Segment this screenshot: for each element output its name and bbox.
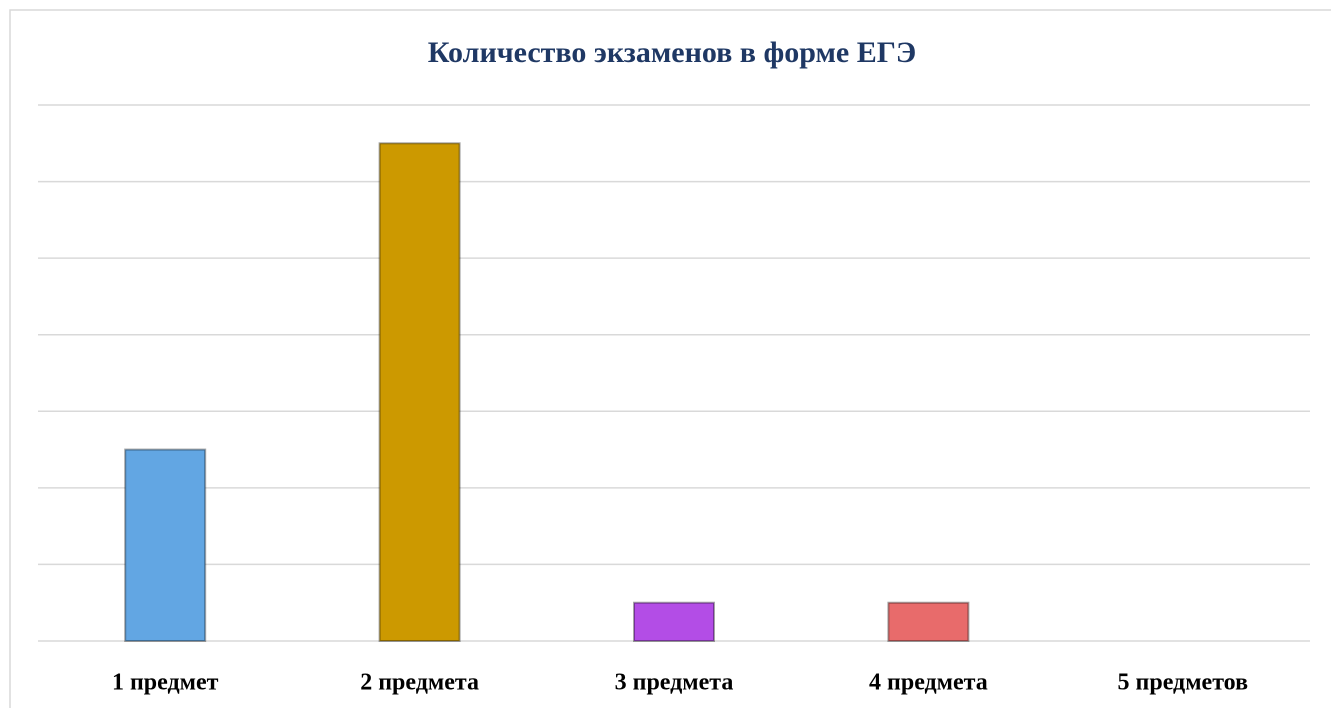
x-tick-label: 5 предметов [1118,670,1249,696]
bar [378,142,461,643]
chart-frame [9,9,1331,708]
bar [124,448,207,643]
chart-title: Количество экзаменов в форме ЕГЭ [428,36,916,69]
x-tick-label: 2 предмета [360,670,479,696]
x-tick-label: 1 предмет [112,670,219,696]
bar [633,601,715,643]
bar [887,601,970,643]
x-tick-label: 3 предмета [615,670,734,696]
x-tick-label: 4 предмета [869,670,988,696]
